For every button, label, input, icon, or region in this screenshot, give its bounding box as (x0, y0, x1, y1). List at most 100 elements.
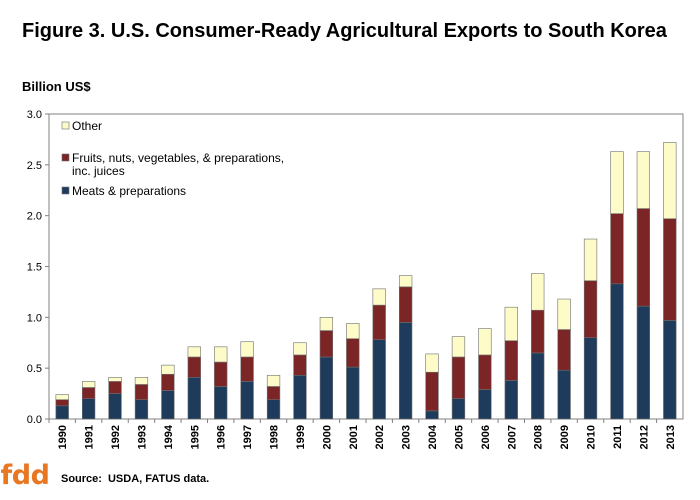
x-tick-label-2006: 2006 (480, 425, 492, 449)
bar-fruits-2004 (425, 371, 439, 412)
x-tick-label-2009: 2009 (559, 425, 571, 449)
x-tick-label-1998: 1998 (269, 425, 281, 449)
x-tick-label-1996: 1996 (216, 425, 228, 449)
x-tick-label-2000: 2000 (321, 425, 333, 449)
bar-fruits-1994 (161, 373, 175, 391)
bar-meats-2011 (610, 283, 624, 420)
bar-meats-1995 (187, 377, 201, 420)
bar-other-2006 (478, 328, 492, 356)
bar-meats-2006 (478, 389, 492, 420)
bar-fruits-1990 (55, 399, 69, 407)
bar-other-2009 (557, 298, 571, 330)
bar-fruits-2001 (346, 338, 360, 368)
bar-meats-2010 (583, 337, 598, 420)
legend-swatch-0 (61, 121, 70, 130)
bar-fruits-1997 (240, 356, 254, 382)
bar-other-1996 (214, 346, 228, 363)
source-label: Source: (61, 473, 102, 485)
legend-label-0-0: Other (72, 119, 102, 133)
bar-other-2003 (398, 275, 413, 288)
bar-meats-2009 (557, 369, 571, 420)
bar-meats-1998 (266, 399, 281, 420)
bar-fruits-2005 (451, 356, 466, 399)
bar-meats-1999 (293, 374, 307, 420)
bar-meats-1993 (134, 399, 149, 420)
bar-fruits-1995 (187, 356, 201, 378)
bar-other-2008 (531, 273, 545, 311)
bar-meats-1997 (240, 381, 254, 420)
bar-other-1991 (81, 381, 96, 388)
x-tick-label-2012: 2012 (638, 425, 650, 449)
bar-other-2011 (610, 151, 624, 214)
fdd-logo: fdd (0, 451, 50, 500)
chart-title: Figure 3. U.S. Consumer-Ready Agricultur… (22, 20, 667, 42)
bar-fruits-2003 (398, 286, 413, 323)
bar-fruits-2007 (504, 340, 518, 381)
bar-other-2002 (372, 288, 386, 306)
x-tick-label-1997: 1997 (242, 425, 254, 449)
bar-fruits-1991 (81, 387, 96, 399)
bar-fruits-1993 (134, 384, 149, 400)
y-tick-label: 3.0 (27, 109, 42, 121)
x-tick-label-1994: 1994 (163, 424, 175, 449)
x-tick-label-2011: 2011 (612, 425, 624, 449)
bar-fruits-2011 (610, 213, 624, 285)
bar-other-2001 (346, 323, 360, 339)
bar-other-1997 (240, 341, 254, 358)
fdd-logo-text: fdd (0, 460, 50, 491)
bar-fruits-1992 (108, 381, 122, 394)
bar-fruits-2010 (583, 280, 598, 338)
bar-meats-2000 (319, 356, 334, 420)
bar-meats-1991 (81, 398, 96, 420)
bar-meats-2005 (451, 398, 466, 420)
bar-other-1999 (293, 342, 307, 356)
y-tick-label: 0.0 (27, 414, 42, 426)
bar-fruits-2000 (319, 330, 334, 358)
source-value: USDA, FATUS data. (107, 473, 210, 485)
bar-other-1998 (266, 374, 281, 387)
bar-meats-2003 (398, 322, 413, 420)
bar-meats-2002 (372, 339, 386, 420)
bar-fruits-2009 (557, 329, 571, 371)
x-tick-label-2001: 2001 (348, 425, 360, 449)
bar-other-2004 (425, 353, 439, 373)
x-tick-label-1999: 1999 (295, 425, 307, 449)
bar-fruits-1999 (293, 354, 307, 376)
y-tick-label: 2.0 (27, 211, 42, 223)
legend-swatch-1 (61, 153, 70, 162)
bar-meats-2012 (636, 305, 651, 420)
y-tick-label: 2.5 (27, 160, 42, 172)
x-tick-label-1995: 1995 (189, 425, 201, 449)
x-tick-label-2003: 2003 (401, 425, 413, 449)
x-tick-label-2007: 2007 (506, 425, 518, 449)
bar-meats-2001 (346, 366, 360, 420)
bar-meats-2008 (531, 352, 545, 420)
bar-other-1993 (134, 377, 149, 385)
x-tick-label-1990: 1990 (57, 425, 69, 449)
legend-label-1-0: Fruits, nuts, vegetables, & preparations… (72, 151, 284, 165)
plot-area (48, 113, 684, 420)
bar-other-2000 (319, 317, 334, 331)
stacked-bar-chart: 0.0 0.5 1.0 1.5 2.0 2.5 3.0 1990 1991 1992 1993 199… (27, 109, 684, 449)
bar-meats-1990 (55, 405, 69, 420)
bar-other-1994 (161, 364, 175, 375)
x-tick-label-2005: 2005 (453, 425, 465, 449)
source-note: Source: USDA, FATUS data. (61, 473, 209, 485)
x-tick-label-1992: 1992 (110, 425, 122, 449)
bar-fruits-2002 (372, 304, 386, 341)
y-tick-label: 1.5 (27, 262, 42, 274)
bar-fruits-1998 (266, 386, 281, 400)
bar-fruits-2013 (663, 218, 677, 321)
legend-label-2-0: Meats & preparations (72, 184, 186, 198)
x-tick-label-2004: 2004 (427, 424, 439, 449)
bar-fruits-2008 (531, 309, 545, 354)
y-tick-label: 1.0 (27, 312, 42, 324)
bar-fruits-1996 (214, 361, 228, 387)
bar-meats-2004 (425, 410, 439, 420)
bar-other-2007 (504, 306, 518, 342)
x-tick-label-2010: 2010 (586, 425, 598, 449)
bar-meats-2007 (504, 380, 518, 420)
x-tick-label-2002: 2002 (374, 425, 386, 449)
bar-other-1990 (55, 394, 69, 400)
y-axis-label: Billion US$ (22, 79, 91, 94)
